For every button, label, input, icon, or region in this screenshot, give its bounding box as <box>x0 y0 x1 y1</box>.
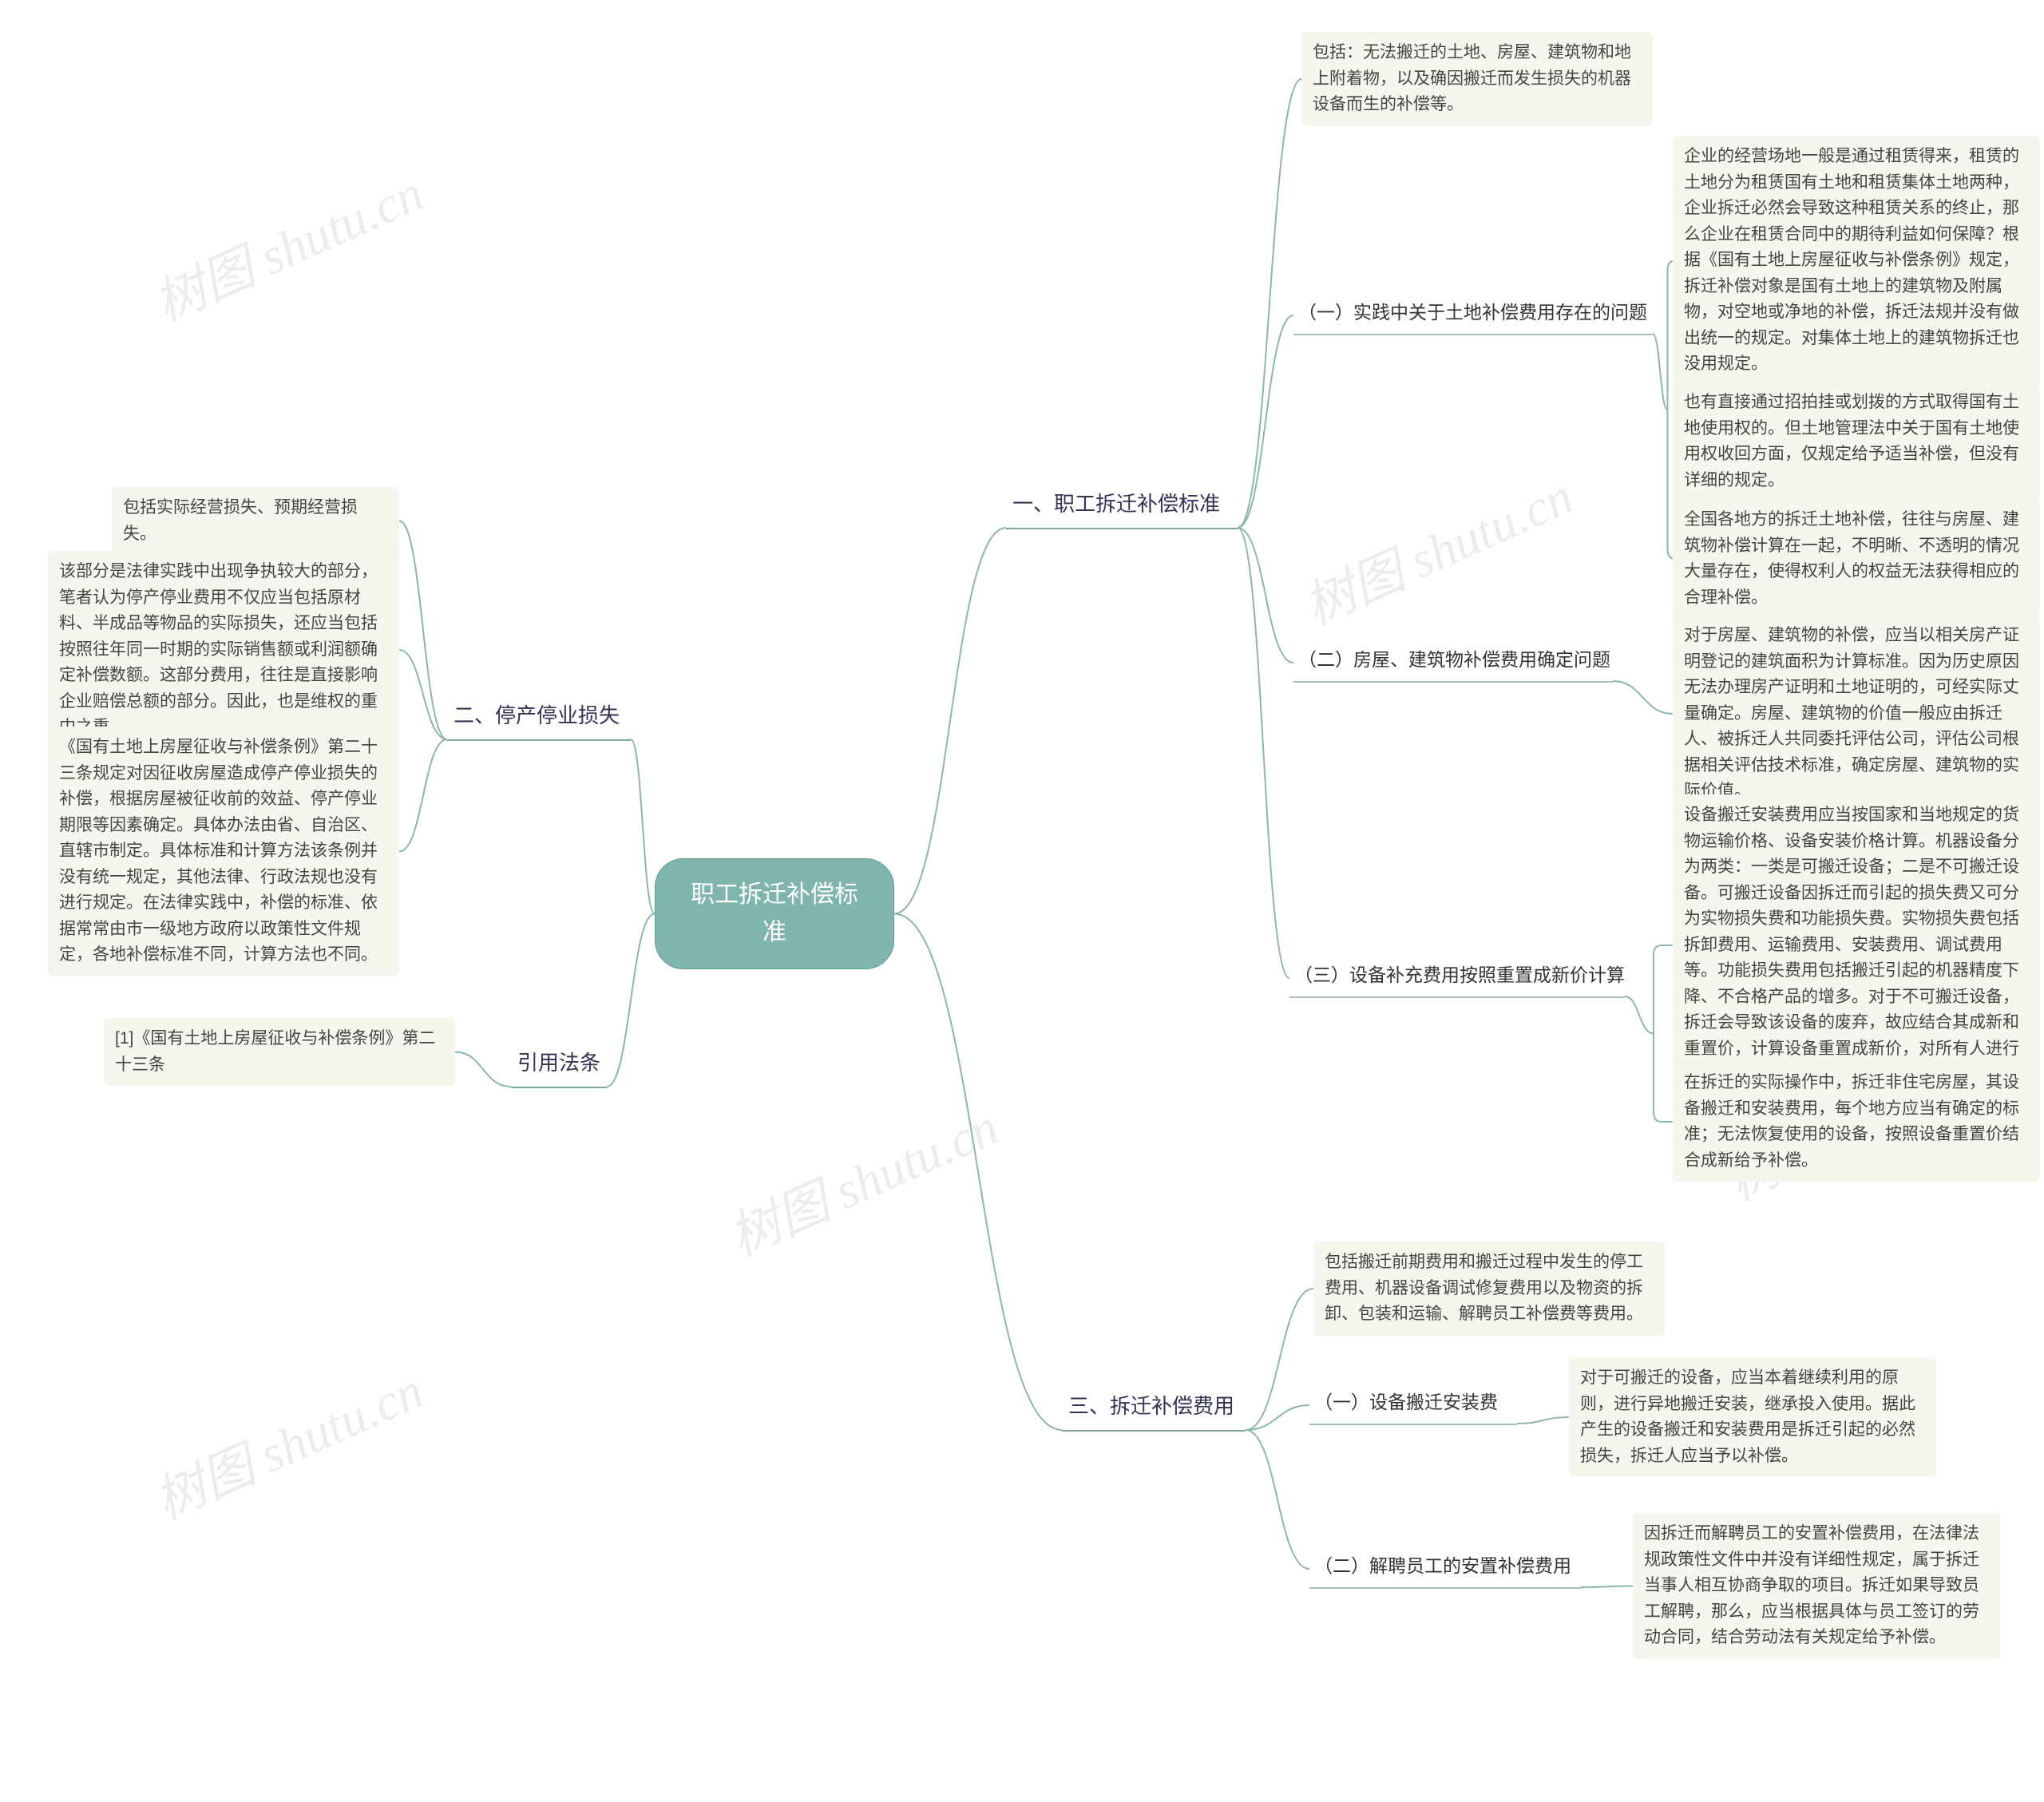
sub-b3s1: （一）设备搬迁安装费 <box>1309 1385 1517 1425</box>
sub-b3s2: （二）解聘员工的安置补偿费用 <box>1309 1549 1581 1589</box>
leaf-b2l3: 《国有土地上房屋征收与补偿条例》第二十三条规定对因征收房屋造成停产停业损失的补偿… <box>48 727 399 976</box>
branch-b2: 二、停产停业损失 <box>447 695 631 741</box>
branch-b1: 一、职工拆迁补偿标准 <box>1006 483 1238 529</box>
leaf-b2l1: 包括实际经营损失、预期经营损失。 <box>112 487 399 555</box>
leaf-b3l0: 包括搬迁前期费用和搬迁过程中发生的停工费用、机器设备调试修复费用以及物资的拆卸、… <box>1313 1242 1665 1336</box>
leaf-b2l2: 该部分是法律实践中出现争执较大的部分，笔者认为停产停业费用不仅应当包括原材料、半… <box>48 551 399 749</box>
leaf-b4l1: [1]《国有土地上房屋征收与补偿条例》第二十三条 <box>104 1018 455 1086</box>
mindmap-canvas: 树图 shutu.cn 树图 shutu.cn 树图 shutu.cn 树图 shut… <box>0 0 2044 1802</box>
root-node: 职工拆迁补偿标准 <box>655 858 894 969</box>
leaf-b1s3l1: 设备搬迁安装费用应当按国家和当地规定的货物运输价格、设备安装价格计算。机器设备分… <box>1673 794 2040 1096</box>
branch-b3: 三、拆迁补偿费用 <box>1062 1385 1246 1432</box>
leaf-b3s1l1: 对于可搬迁的设备，应当本着继续利用的原则，进行异地搬迁安装，继承投入使用。据此产… <box>1569 1357 1936 1477</box>
leaf-b1l0: 包括：无法搬迁的土地、房屋、建筑物和地上附着物，以及确因搬迁而发生损失的机器设备… <box>1301 32 1653 126</box>
leaf-b1s1l1: 企业的经营场地一般是通过租赁得来，租赁的土地分为租赁国有土地和租赁集体土地两种，… <box>1673 136 2040 386</box>
leaf-b3s2l1: 因拆迁而解聘员工的安置补偿费用，在法律法规政策性文件中并没有详细性规定，属于拆迁… <box>1633 1513 2000 1659</box>
watermark: 树图 shutu.cn <box>141 152 433 336</box>
sub-b1s1: （一）实践中关于土地补偿费用存在的问题 <box>1293 295 1653 335</box>
leaf-b1s1l3: 全国各地方的拆迁土地补偿，往往与房屋、建筑物补偿计算在一起，不明晰、不透明的情况… <box>1673 499 2040 619</box>
branch-b4: 引用法条 <box>511 1042 607 1088</box>
sub-b1s2: （二）房屋、建筑物补偿费用确定问题 <box>1293 643 1613 683</box>
watermark: 树图 shutu.cn <box>141 1350 433 1534</box>
sub-b1s3: （三）设备补充费用按照重置成新价计算 <box>1289 958 1625 998</box>
leaf-b1s3l2: 在拆迁的实际操作中，拆迁非住宅房屋，其设备搬迁和安装费用，每个地方应当有确定的标… <box>1673 1062 2040 1182</box>
watermark: 树图 shutu.cn <box>716 1087 1008 1270</box>
leaf-b1s2l1: 对于房屋、建筑物的补偿，应当以相关房产证明登记的建筑面积为计算标准。因为历史原因… <box>1673 615 2040 813</box>
leaf-b1s1l2: 也有直接通过招拍挂或划拨的方式取得国有土地使用权的。但土地管理法中关于国有土地使… <box>1673 382 2040 501</box>
watermark: 树图 shutu.cn <box>1291 456 1583 640</box>
